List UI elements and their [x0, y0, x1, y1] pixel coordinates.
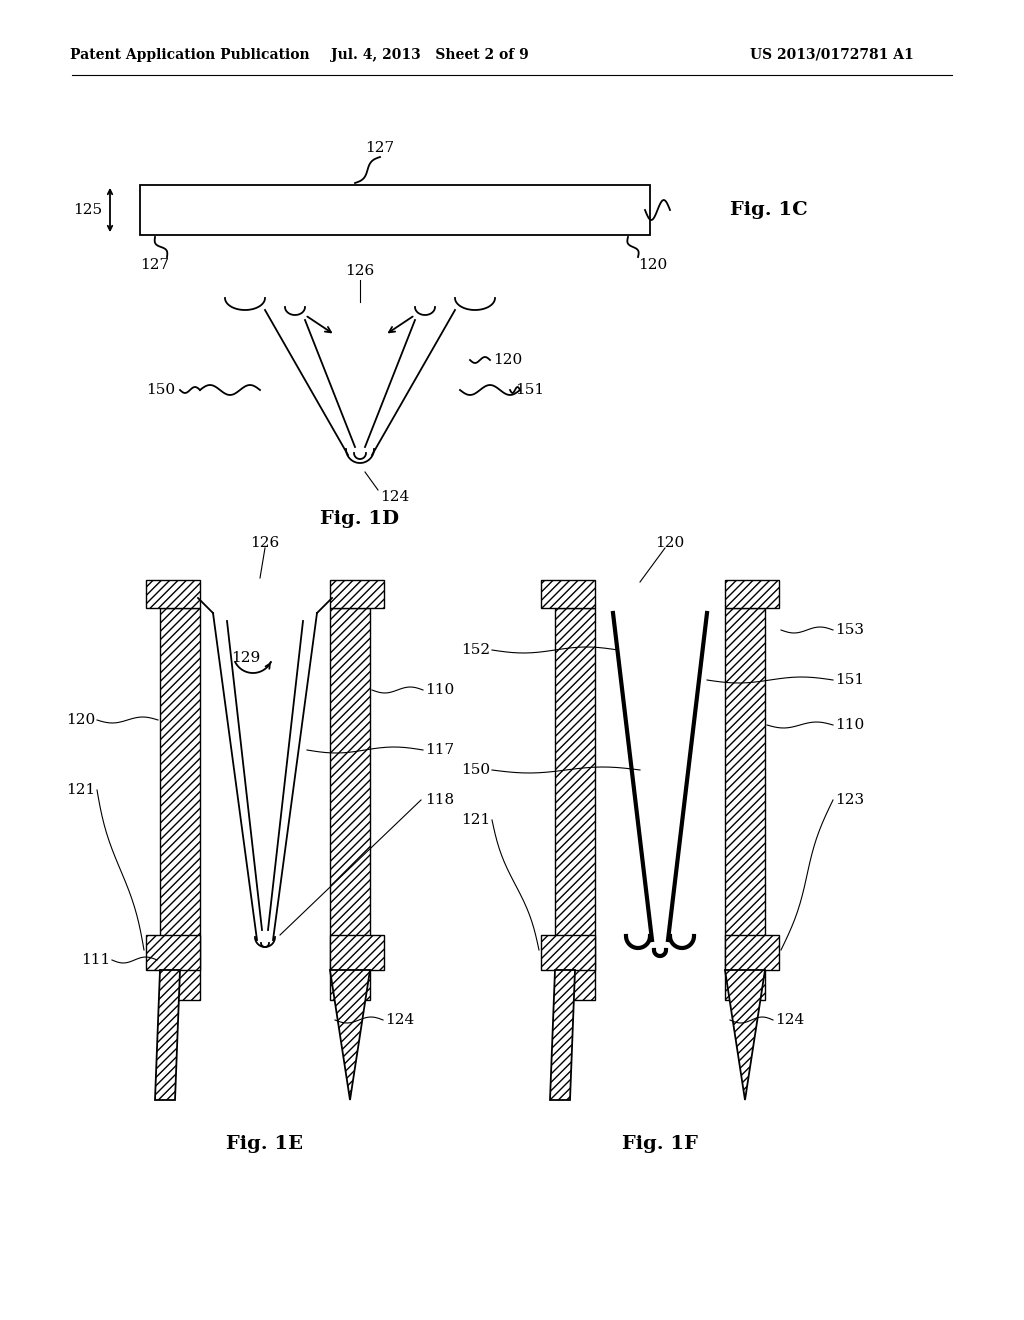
Bar: [555, 609, 595, 1001]
Text: 117: 117: [425, 743, 454, 756]
Text: 124: 124: [380, 490, 410, 504]
Bar: [330, 609, 370, 1001]
Bar: [725, 609, 765, 1001]
Text: US 2013/0172781 A1: US 2013/0172781 A1: [750, 48, 913, 62]
Text: 152: 152: [461, 643, 490, 657]
Text: 120: 120: [66, 713, 95, 727]
Text: 126: 126: [345, 264, 375, 279]
Text: 121: 121: [66, 783, 95, 797]
Text: 151: 151: [835, 673, 864, 686]
Text: 123: 123: [835, 793, 864, 807]
Polygon shape: [550, 970, 575, 1100]
Bar: [725, 935, 779, 970]
Text: 124: 124: [775, 1012, 804, 1027]
Text: 118: 118: [425, 793, 454, 807]
Text: 124: 124: [385, 1012, 415, 1027]
Text: Fig. 1E: Fig. 1E: [226, 1135, 303, 1152]
Bar: [146, 579, 200, 609]
Text: Patent Application Publication: Patent Application Publication: [70, 48, 309, 62]
Bar: [541, 579, 595, 609]
Bar: [330, 579, 384, 609]
Text: Fig. 1D: Fig. 1D: [321, 510, 399, 528]
Text: 120: 120: [655, 536, 685, 550]
Text: 153: 153: [835, 623, 864, 638]
Text: 129: 129: [230, 651, 260, 665]
Text: 121: 121: [461, 813, 490, 828]
Text: Fig. 1F: Fig. 1F: [622, 1135, 698, 1152]
Polygon shape: [155, 970, 180, 1100]
Text: 110: 110: [835, 718, 864, 733]
Polygon shape: [725, 970, 765, 1100]
Polygon shape: [330, 970, 370, 1100]
Text: 120: 120: [638, 257, 668, 272]
Text: 150: 150: [461, 763, 490, 777]
Text: 110: 110: [425, 682, 455, 697]
Text: 111: 111: [81, 953, 110, 968]
Text: 127: 127: [140, 257, 170, 272]
Text: Jul. 4, 2013   Sheet 2 of 9: Jul. 4, 2013 Sheet 2 of 9: [331, 48, 528, 62]
Bar: [140, 185, 650, 235]
Text: Fig. 1C: Fig. 1C: [730, 201, 808, 219]
Bar: [330, 935, 384, 970]
Text: 125: 125: [73, 203, 102, 216]
Text: 127: 127: [366, 141, 394, 154]
Bar: [725, 579, 779, 609]
Text: 126: 126: [251, 536, 280, 550]
Bar: [160, 609, 200, 1001]
Text: 151: 151: [515, 383, 544, 397]
Bar: [146, 935, 200, 970]
Text: 150: 150: [145, 383, 175, 397]
Text: 120: 120: [493, 352, 522, 367]
Bar: [541, 935, 595, 970]
